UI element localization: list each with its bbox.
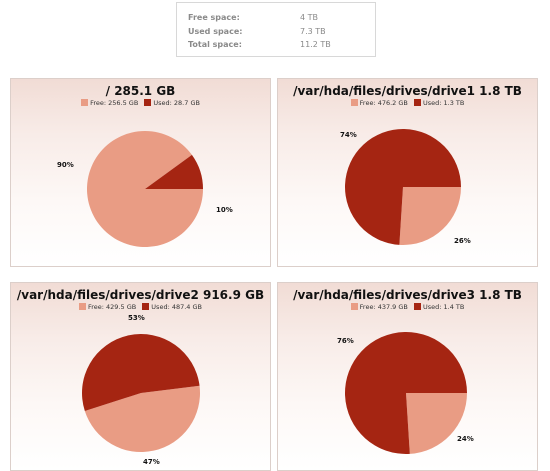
legend-used: Used: 487.4 GB: [142, 303, 202, 311]
legend-free-label: Free: 429.5 GB: [87, 303, 137, 311]
total-space-value: 11.2 TB: [300, 40, 331, 49]
legend-free: Free: 437.9 GB: [350, 303, 408, 311]
pie-slice-free: [406, 393, 467, 454]
panel-title: /var/hda/files/drives/drive2 916.9 GB: [16, 288, 265, 302]
legend-free-label: Free: 476.2 GB: [359, 99, 408, 107]
free-percent-label: 47%: [143, 458, 160, 466]
free-swatch: [350, 99, 358, 106]
pie-slice-free: [86, 131, 203, 248]
total-space-label: Total space:: [188, 40, 242, 49]
legend-used-label: Used: 1.4 TB: [422, 303, 465, 311]
pie-slice-used: [345, 129, 461, 245]
legend-free-label: Free: 256.5 GB: [90, 99, 139, 107]
legend-free: Free: 476.2 GB: [350, 99, 408, 107]
pie-slice-free: [84, 385, 201, 453]
legend-used-label: Used: 28.7 GB: [153, 99, 200, 107]
used-swatch: [413, 303, 421, 310]
legend-free-label: Free: 437.9 GB: [359, 303, 408, 311]
pie-chart: 26% 74%: [340, 129, 471, 246]
disk-panel-drive2: /var/hda/files/drives/drive2 916.9 GB Fr…: [10, 282, 271, 471]
pie-slice-used: [145, 154, 203, 189]
used-percent-label: 74%: [340, 131, 357, 139]
disk-summary-box: Free space: 4 TB Used space: 7.3 TB Tota…: [176, 2, 376, 57]
panel-title: / 285.1 GB: [105, 84, 176, 98]
legend: Free: 429.5 GB Used: 487.4 GB: [11, 303, 270, 311]
free-space-label: Free space:: [188, 13, 240, 22]
used-percent-label: 76%: [337, 337, 354, 345]
free-percent-label: 90%: [57, 161, 74, 169]
pie-slice-used: [82, 334, 200, 412]
legend-used: Used: 28.7 GB: [144, 99, 200, 107]
free-space-value: 4 TB: [300, 13, 319, 22]
free-percent-label: 24%: [457, 435, 474, 443]
panel-title: /var/hda/files/drives/drive3 1.8 TB: [293, 288, 522, 302]
used-space-value: 7.3 TB: [300, 27, 326, 36]
panel-title: /var/hda/files/drives/drive1 1.8 TB: [293, 84, 522, 98]
free-swatch: [78, 303, 86, 310]
disk-panel-drive3: /var/hda/files/drives/drive3 1.8 TB Free…: [277, 282, 538, 471]
legend: Free: 437.9 GB Used: 1.4 TB: [278, 303, 537, 311]
disk-panel-root: / 285.1 GB Free: 256.5 GB Used: 28.7 GB …: [10, 78, 271, 267]
legend-used: Used: 1.4 TB: [413, 303, 465, 311]
pie-chart: 90% 10%: [57, 131, 233, 248]
legend-free: Free: 256.5 GB: [81, 99, 138, 107]
free-swatch: [81, 99, 89, 106]
pie-slice-used: [345, 332, 467, 455]
legend: Free: 256.5 GB Used: 28.7 GB: [11, 99, 270, 107]
used-swatch: [144, 99, 152, 106]
legend-used: Used: 1.3 TB: [413, 99, 465, 107]
used-swatch: [142, 303, 150, 310]
legend-used-label: Used: 487.4 GB: [151, 303, 202, 311]
pie-slice-free: [399, 187, 461, 246]
used-percent-label: 53%: [128, 314, 145, 322]
disk-panel-drive1: /var/hda/files/drives/drive1 1.8 TB Free…: [277, 78, 538, 267]
pie-chart: 24% 76%: [337, 332, 474, 455]
used-swatch: [413, 99, 421, 106]
free-percent-label: 26%: [454, 237, 471, 245]
free-swatch: [350, 303, 358, 310]
legend-free: Free: 429.5 GB: [78, 303, 137, 311]
used-percent-label: 10%: [216, 206, 233, 214]
used-space-label: Used space:: [188, 27, 243, 36]
pie-chart: 47% 53%: [82, 314, 201, 466]
legend-used-label: Used: 1.3 TB: [422, 99, 465, 107]
legend: Free: 476.2 GB Used: 1.3 TB: [278, 99, 537, 107]
